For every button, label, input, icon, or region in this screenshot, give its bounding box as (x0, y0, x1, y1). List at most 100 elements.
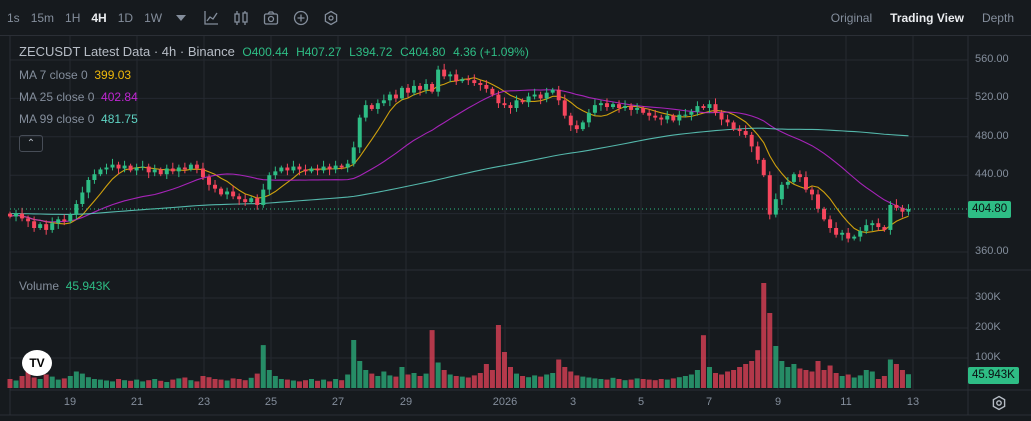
volume-bar (743, 364, 749, 388)
candle-body (219, 188, 224, 195)
candle-body (870, 223, 875, 226)
candle-body (900, 207, 905, 212)
candle-body (695, 106, 700, 112)
volume-bar (568, 371, 574, 388)
volume-bar (441, 370, 447, 388)
candle-body (791, 174, 796, 182)
candle-body (442, 69, 447, 77)
timeframe-15m[interactable]: 15m (30, 10, 55, 25)
settings-icon[interactable] (991, 395, 1007, 411)
view-depth[interactable]: Depth (981, 11, 1014, 25)
volume-label: Volume (19, 279, 60, 293)
volume-bar (851, 377, 857, 388)
candle-body (213, 184, 218, 189)
candle-body (864, 225, 869, 231)
candle-body (399, 87, 404, 99)
volume-bar (580, 376, 586, 388)
volume-bar (483, 364, 489, 388)
volume-bar (188, 380, 194, 388)
candle-body (158, 169, 163, 175)
candle-body (68, 214, 73, 222)
indicator-icon[interactable] (203, 10, 219, 26)
candle-body (200, 168, 205, 178)
volume-bar (110, 381, 116, 388)
volume-legend: Volume 45.943K (19, 279, 110, 293)
candle-body (683, 114, 688, 116)
candle-body (170, 168, 175, 172)
timeframe-1w[interactable]: 1W (144, 10, 163, 25)
candle-body (701, 106, 706, 108)
candle-body (249, 198, 254, 203)
volume-bar (170, 379, 176, 388)
candle-body (894, 204, 899, 208)
candle-body (291, 166, 296, 171)
candle-body (743, 131, 748, 135)
volume-bar (833, 373, 839, 388)
candle-body (562, 100, 567, 116)
volume-bar (103, 380, 109, 388)
volume-bar (254, 373, 260, 388)
candle-body (888, 204, 893, 230)
ohlc-low: L394.72 (349, 45, 393, 59)
candle-body (604, 103, 609, 108)
volume-bar (417, 376, 423, 388)
candle-body (206, 177, 211, 185)
candle-body (80, 192, 85, 204)
timeframe-1d[interactable]: 1D (117, 10, 134, 25)
timeframe-1s[interactable]: 1s (7, 10, 20, 25)
candle-body (188, 164, 193, 170)
view-trading-view[interactable]: Trading View (890, 11, 964, 25)
candle-body (586, 112, 591, 123)
volume-bar (176, 378, 182, 388)
caret-down-icon[interactable] (173, 10, 189, 26)
volume-bar (586, 377, 592, 388)
volume-tick-label: 300K (975, 291, 1001, 303)
time-tick-label: 3 (569, 396, 577, 408)
volume-bar (7, 379, 13, 388)
volume-bar (670, 378, 676, 388)
timeframe-1h[interactable]: 1H (65, 10, 81, 25)
candle-body (737, 129, 742, 132)
candle-body (297, 166, 302, 170)
candle-body (490, 88, 495, 95)
candle-body (436, 69, 441, 92)
last-volume-tag: 45.943K (968, 367, 1019, 384)
volume-bar (501, 352, 507, 388)
candle-body (74, 204, 79, 215)
settings-hex-icon[interactable] (323, 10, 339, 26)
camera-icon[interactable] (263, 10, 279, 26)
volume-bar (658, 379, 664, 388)
volume-bar (556, 359, 562, 388)
volume-bar (550, 373, 556, 388)
ma25-legend: MA 25 close 0 402.84 (19, 90, 138, 104)
time-tick-label: 23 (197, 396, 211, 408)
volume-bar (339, 380, 345, 388)
candle-body (544, 92, 549, 99)
ma25-label: MA 25 close 0 (19, 90, 95, 104)
candle-body (731, 122, 736, 130)
candle-body (134, 167, 139, 171)
candle-body (261, 189, 266, 205)
price-tick-label: 440.00 (975, 168, 1009, 181)
volume-bar (447, 374, 453, 388)
timeframe-4h[interactable]: 4H (91, 10, 107, 25)
plus-circle-icon[interactable] (293, 10, 309, 26)
candle-body (273, 171, 278, 176)
time-tick-label: 5 (637, 396, 645, 408)
candle-type-icon[interactable] (233, 10, 249, 26)
volume-bar (731, 370, 737, 388)
collapse-legend-button[interactable]: ⌃ (19, 135, 43, 152)
candle-body (592, 105, 597, 113)
volume-bar (592, 378, 598, 388)
candle-body (405, 87, 410, 93)
volume-bar (562, 367, 568, 388)
view-original[interactable]: Original (830, 11, 873, 25)
time-tick-label: 9 (774, 396, 782, 408)
volume-bar (152, 379, 158, 388)
volume-bar (381, 371, 387, 388)
volume-bar (839, 376, 845, 388)
volume-bar (146, 380, 152, 388)
candle-body (225, 191, 230, 195)
candle-body (876, 223, 881, 228)
